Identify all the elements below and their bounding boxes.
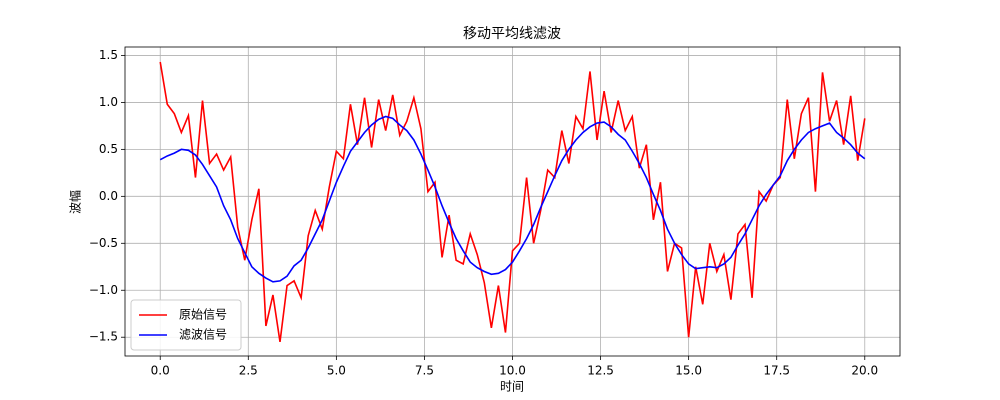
x-tick-label: 12.5 [587,364,614,378]
y-axis-label: 波幅 [68,190,83,214]
y-tick-label: −1.5 [89,330,118,344]
y-tick-label: −1.0 [89,283,118,297]
x-tick-label: 5.0 [327,364,346,378]
line-series [159,61,866,343]
y-tick-label: 0.5 [99,142,118,156]
legend-box [130,299,242,351]
y-tick-label: 0.0 [99,189,118,203]
x-tick-label: 17.5 [763,364,790,378]
legend-label: 原始信号 [179,308,227,322]
x-tick-label: 10.0 [499,364,526,378]
line-series [159,115,866,283]
chart-title: 移动平均线滤波 [463,26,561,42]
x-tick-label: 15.0 [675,364,702,378]
y-tick-label: 1.5 [99,48,118,62]
x-tick-label: 0.0 [151,364,170,378]
y-tick-label: 1.0 [99,95,118,109]
x-tick-label: 20.0 [851,364,878,378]
legend-label: 滤波信号 [179,328,227,342]
plot-frame [124,46,901,357]
x-tick-label: 2.5 [239,364,258,378]
y-tick-label: −0.5 [89,236,118,250]
x-axis-label: 时间 [500,380,524,394]
x-tick-label: 7.5 [415,364,434,378]
